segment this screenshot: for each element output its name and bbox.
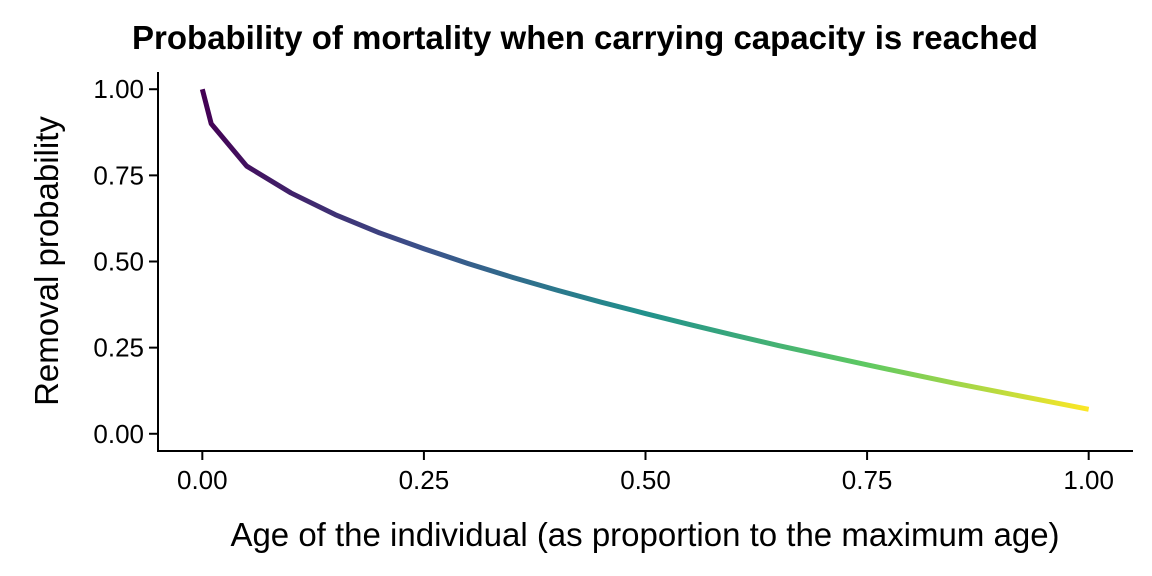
y-tick-label: 0.50 bbox=[93, 247, 144, 277]
y-tick-label: 0.00 bbox=[93, 419, 144, 449]
y-axis-title: Removal probability bbox=[28, 116, 65, 406]
chart-title: Probability of mortality when carrying c… bbox=[132, 19, 1038, 56]
x-tick-label: 0.50 bbox=[620, 465, 671, 495]
x-axis-title: Age of the individual (as proportion to … bbox=[230, 516, 1059, 553]
data-series bbox=[199, 88, 1090, 412]
x-axis-ticks: 0.00 0.25 0.50 0.75 1.00 bbox=[177, 451, 1114, 495]
y-tick-label: 0.75 bbox=[93, 160, 144, 190]
x-tick-label: 1.00 bbox=[1063, 465, 1114, 495]
y-axis-ticks: 0.00 0.25 0.50 0.75 1.00 bbox=[93, 74, 158, 449]
x-tick-label: 0.00 bbox=[177, 465, 228, 495]
y-tick-label: 1.00 bbox=[93, 74, 144, 104]
removal-probability-line bbox=[199, 88, 1090, 412]
x-tick-label: 0.25 bbox=[399, 465, 450, 495]
x-tick-label: 0.75 bbox=[842, 465, 893, 495]
y-tick-label: 0.25 bbox=[93, 333, 144, 363]
